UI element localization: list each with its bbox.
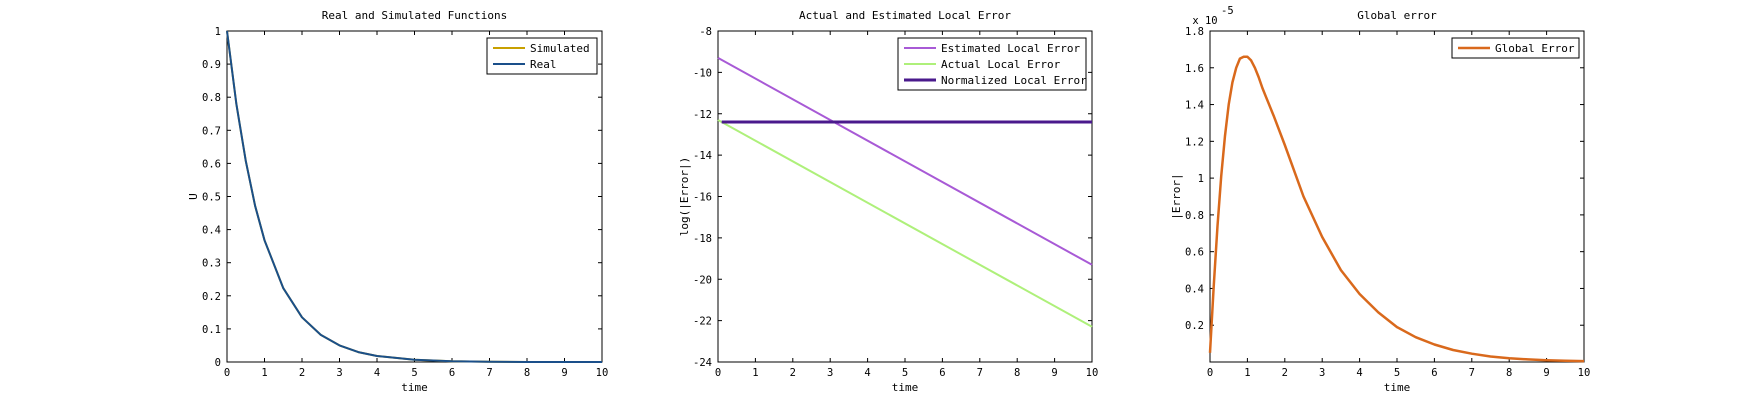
legend-label: Actual Local Error xyxy=(941,58,1061,71)
x-tick-label: 1 xyxy=(261,367,267,379)
x-tick-label: 3 xyxy=(1319,367,1325,379)
y-tick-label: -16 xyxy=(693,192,712,204)
x-tick-label: 9 xyxy=(1051,367,1057,379)
x-tick-label: 0 xyxy=(224,367,230,379)
x-axis-label: time xyxy=(1384,381,1411,394)
y-tick-label: 0.6 xyxy=(1185,247,1204,259)
y-tick-label: 0.4 xyxy=(1185,283,1204,295)
x-tick-label: 1 xyxy=(752,367,758,379)
x-tick-label: 6 xyxy=(939,367,945,379)
x-tick-label: 10 xyxy=(1578,367,1591,379)
x-tick-label: 7 xyxy=(977,367,983,379)
x-tick-label: 3 xyxy=(336,367,342,379)
series-line xyxy=(717,119,1093,328)
series-line xyxy=(226,30,602,363)
x-tick-label: 3 xyxy=(827,367,833,379)
x-tick-label: 4 xyxy=(1356,367,1362,379)
series-line xyxy=(226,30,602,363)
y-axis-label: log(|Error|) xyxy=(678,157,691,236)
legend-box xyxy=(486,37,598,75)
x-tick-label: 5 xyxy=(411,367,417,379)
x-tick-label: 5 xyxy=(1394,367,1400,379)
x-tick-label: 6 xyxy=(1431,367,1437,379)
x-tick-label: 9 xyxy=(561,367,567,379)
x-axis-label: time xyxy=(892,381,919,394)
x-tick-label: 1 xyxy=(1244,367,1250,379)
y-tick-label: -22 xyxy=(693,316,712,328)
x-tick-label: 2 xyxy=(1282,367,1288,379)
legend: Global Error xyxy=(1451,37,1580,59)
series-line xyxy=(1208,55,1585,363)
y-axis-label: |Error| xyxy=(1170,173,1183,219)
x-axis-label: time xyxy=(401,381,428,394)
legend-label: Normalized Local Error xyxy=(941,74,1087,87)
x-tick-label: 4 xyxy=(864,367,870,379)
y-axis-label: U xyxy=(187,193,200,200)
x-tick-label: 4 xyxy=(374,367,380,379)
y-tick-label: 0.7 xyxy=(202,125,221,137)
y-tick-label: 0.8 xyxy=(202,92,221,104)
legend-box xyxy=(1451,37,1580,59)
legend: Simulated Real xyxy=(486,37,598,75)
y-tick-label: 0.2 xyxy=(1185,320,1204,332)
x-tick-label: 8 xyxy=(1506,367,1512,379)
y-tick-label: 1 xyxy=(1198,173,1204,185)
x-tick-label: 10 xyxy=(1086,367,1099,379)
y-tick-label: 1.2 xyxy=(1185,136,1204,148)
y-tick-label: -10 xyxy=(693,67,712,79)
y-tick-label: -12 xyxy=(693,109,712,121)
y-tick-label: 0.1 xyxy=(202,324,221,336)
y-tick-label: 1 xyxy=(215,26,221,38)
y-tick-label: 0.3 xyxy=(202,258,221,270)
legend: Estimated Local Error Actual Local Error N… xyxy=(897,37,1087,91)
chart-title: Global error xyxy=(1357,9,1437,22)
y-tick-label: -20 xyxy=(693,274,712,286)
y-tick-label: -8 xyxy=(699,26,712,38)
y-tick-label: -14 xyxy=(693,150,712,162)
series-line xyxy=(717,57,1093,266)
y-tick-label: 0.4 xyxy=(202,225,221,237)
chart-2: 0 1 2 3 4 5 6 7 8 9 10 -24 -22 -20 -18 -16 -14 -12 -10 -8 Ac… xyxy=(678,9,1098,394)
legend-label: Estimated Local Error xyxy=(941,42,1080,55)
y-tick-label: 1.6 xyxy=(1185,63,1204,75)
y-tick-label: 0.5 xyxy=(202,192,221,204)
chart-3: 0 1 2 3 4 5 6 7 8 9 10 0.2 0.4 0.6 0.8 1 1.2 1.4 1.6 1.8 Glo… xyxy=(1170,5,1590,394)
y-exponent-power: -5 xyxy=(1221,5,1234,17)
chart-title: Actual and Estimated Local Error xyxy=(799,9,1011,22)
x-tick-label: 8 xyxy=(524,367,530,379)
x-tick-label: 8 xyxy=(1014,367,1020,379)
legend-label: Simulated xyxy=(530,42,590,55)
x-tick-label: 6 xyxy=(449,367,455,379)
axes-frame xyxy=(226,30,603,363)
x-tick-label: 7 xyxy=(1469,367,1475,379)
legend-label: Real xyxy=(530,58,557,71)
x-tick-label: 10 xyxy=(596,367,609,379)
x-tick-label: 7 xyxy=(486,367,492,379)
y-tick-label: 0.8 xyxy=(1185,210,1204,222)
y-exponent-base: x 10 xyxy=(1192,15,1217,27)
y-tick-label: 1.4 xyxy=(1185,100,1204,112)
y-tick-label: 0.9 xyxy=(202,59,221,71)
x-tick-label: 9 xyxy=(1543,367,1549,379)
x-tick-label: 2 xyxy=(790,367,796,379)
x-tick-label: 2 xyxy=(299,367,305,379)
chart-1: 0 1 2 3 4 5 6 7 8 9 10 0 0.1 0.2 0.3 0.4 0.5 0.6 0.7 0.8 0.9… xyxy=(187,9,608,394)
legend-label: Global Error xyxy=(1495,42,1575,55)
y-tick-label: 0.6 xyxy=(202,158,221,170)
y-tick-label: -24 xyxy=(693,357,712,369)
y-tick-label: 0 xyxy=(215,357,221,369)
axes-frame xyxy=(1209,30,1585,363)
chart-title: Real and Simulated Functions xyxy=(322,9,507,22)
y-tick-label: 0.2 xyxy=(202,291,221,303)
y-tick-label: -18 xyxy=(693,233,712,245)
y-tick-label: 1.8 xyxy=(1185,26,1204,38)
x-tick-label: 0 xyxy=(1207,367,1213,379)
x-tick-label: 0 xyxy=(715,367,721,379)
x-tick-label: 5 xyxy=(902,367,908,379)
